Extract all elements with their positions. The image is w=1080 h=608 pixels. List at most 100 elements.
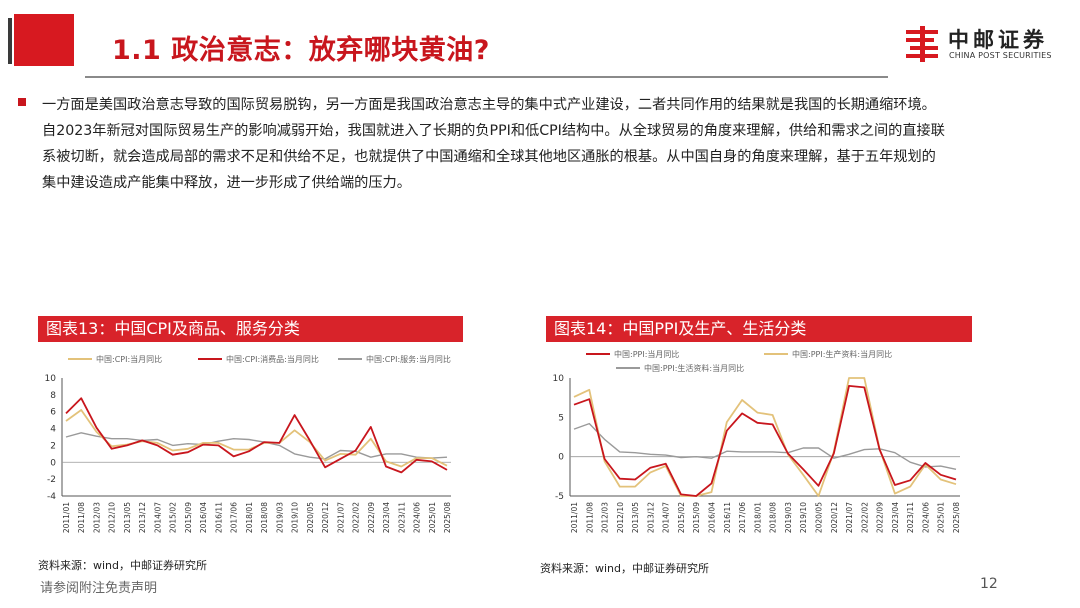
bullet-marker xyxy=(18,98,26,106)
x-tick-label: 2012/03 xyxy=(601,502,610,533)
series-line xyxy=(573,422,957,470)
x-tick-label: 2015/09 xyxy=(692,502,701,533)
x-tick-label: 2020/05 xyxy=(306,502,315,533)
legend-label: 中国:CPI:消费品:当月同比 xyxy=(226,354,319,364)
x-tick-label: 2020/05 xyxy=(814,502,823,533)
brand-name-en: CHINA POST SECURITIES xyxy=(949,51,1052,60)
x-tick-label: 2024/06 xyxy=(921,502,930,533)
x-tick-label: 2020/12 xyxy=(830,502,839,533)
x-tick-label: 2023/11 xyxy=(397,502,406,533)
chart-14-source: 资料来源：wind，中邮证券研究所 xyxy=(540,562,710,575)
x-tick-label: 2017/06 xyxy=(738,502,747,533)
paragraph-line: 一方面是美国政治意志导致的国际贸易脱钩，另一方面是我国政治意志主导的集中式产业建… xyxy=(42,97,936,113)
paragraph-line: 系被切断，就会造成局部的需求不足和供给不足，也就提供了中国通缩和全球其他地区通胀… xyxy=(42,149,936,165)
chart-13-title: 图表13：中国CPI及商品、服务分类 xyxy=(38,316,463,342)
x-tick-label: 2013/12 xyxy=(138,502,147,533)
legend-item: 中国:CPI:消费品:当月同比 xyxy=(198,354,319,364)
x-tick-label: 2018/01 xyxy=(753,502,762,533)
x-tick-label: 2021/07 xyxy=(336,502,345,533)
x-tick-label: 2019/03 xyxy=(784,502,793,533)
x-tick-label: 2023/11 xyxy=(906,502,915,533)
brand-name-cn: 中邮证券 xyxy=(948,28,1048,52)
x-tick-label: 2023/04 xyxy=(382,502,391,533)
series-line xyxy=(573,377,957,497)
y-tick-label: 0 xyxy=(558,453,564,463)
x-tick-label: 2018/08 xyxy=(769,502,778,533)
series-line xyxy=(65,397,448,474)
x-tick-label: 2013/12 xyxy=(646,502,655,533)
china-post-logo-icon xyxy=(906,26,938,62)
body-paragraph: 一方面是美国政治意志导致的国际贸易脱钩，另一方面是我国政治意志主导的集中式产业建… xyxy=(42,92,1062,196)
page-number: 12 xyxy=(980,576,998,592)
y-tick-label: 10 xyxy=(45,374,57,384)
corner-accent-bar xyxy=(8,18,12,64)
legend-item: 中国:PPI:生产资料:当月同比 xyxy=(764,349,892,359)
x-tick-label: 2021/07 xyxy=(845,502,854,533)
x-tick-label: 2016/04 xyxy=(708,502,717,533)
y-tick-label: -2 xyxy=(47,475,56,485)
legend-item: 中国:PPI:当月同比 xyxy=(586,349,679,359)
y-tick-label: 10 xyxy=(553,374,565,384)
brand-logo: 中邮证券 CHINA POST SECURITIES xyxy=(902,22,1072,66)
legend-item: 中国:PPI:生活资料:当月同比 xyxy=(616,363,744,373)
y-tick-label: 4 xyxy=(50,425,56,435)
x-tick-label: 2024/06 xyxy=(413,502,422,533)
x-tick-label: 2018/08 xyxy=(260,502,269,533)
corner-red-block xyxy=(14,14,74,66)
x-tick-label: 2015/09 xyxy=(184,502,193,533)
y-tick-label: -5 xyxy=(555,492,564,502)
legend-label: 中国:PPI:生活资料:当月同比 xyxy=(644,363,744,373)
legend-label: 中国:PPI:当月同比 xyxy=(614,349,679,359)
x-tick-label: 2012/10 xyxy=(616,502,625,533)
series-line xyxy=(573,385,957,497)
legend-label: 中国:CPI:当月同比 xyxy=(96,354,162,364)
x-tick-label: 2019/03 xyxy=(275,502,284,533)
x-tick-label: 2014/07 xyxy=(153,502,162,533)
x-tick-label: 2015/02 xyxy=(677,502,686,533)
x-tick-label: 2022/09 xyxy=(876,502,885,533)
legend-item: 中国:CPI:服务:当月同比 xyxy=(338,354,451,364)
chart-13: 中国:CPI:当月同比 中国:CPI:消费品:当月同比 中国:CPI:服务:当月同比… xyxy=(38,342,463,554)
x-tick-label: 2015/02 xyxy=(169,502,178,533)
chart-svg: 中国:PPI:当月同比 中国:PPI:生产资料:当月同比中国:PPI:生活资料:当… xyxy=(553,349,961,533)
x-tick-label: 2012/03 xyxy=(92,502,101,533)
legend-item: 中国:CPI:当月同比 xyxy=(68,354,162,364)
x-tick-label: 2012/10 xyxy=(108,502,117,533)
legend-label: 中国:CPI:服务:当月同比 xyxy=(366,354,451,364)
y-tick-label: 6 xyxy=(50,408,56,418)
x-tick-label: 2025/08 xyxy=(443,502,452,533)
y-tick-label: -4 xyxy=(47,492,56,502)
x-tick-label: 2023/04 xyxy=(891,502,900,533)
paragraph-line: 自2023年新冠对国际贸易生产的影响减弱开始，我国就进入了长期的负PPI和低CP… xyxy=(42,123,945,139)
title-divider xyxy=(85,76,888,78)
x-tick-label: 2016/04 xyxy=(199,502,208,533)
x-tick-label: 2022/02 xyxy=(352,502,361,533)
x-tick-label: 2014/07 xyxy=(662,502,671,533)
x-tick-label: 2025/01 xyxy=(428,502,437,533)
x-tick-label: 2013/05 xyxy=(631,502,640,533)
chart-13-source: 资料来源：wind，中邮证券研究所 xyxy=(38,559,208,572)
x-tick-label: 2019/10 xyxy=(799,502,808,533)
y-tick-label: 0 xyxy=(50,458,56,468)
x-tick-label: 2020/12 xyxy=(321,502,330,533)
x-tick-label: 2022/02 xyxy=(860,502,869,533)
x-tick-label: 2013/05 xyxy=(123,502,132,533)
y-tick-label: 5 xyxy=(558,413,564,423)
y-tick-label: 8 xyxy=(50,391,56,401)
series-line xyxy=(65,432,448,460)
legend-label: 中国:PPI:生产资料:当月同比 xyxy=(792,349,892,359)
x-tick-label: 2011/01 xyxy=(62,502,71,533)
y-tick-label: 2 xyxy=(50,441,56,451)
slide-title: 1.1 政治意志：放弃哪块黄油? xyxy=(112,35,490,66)
chart-14: 中国:PPI:当月同比 中国:PPI:生产资料:当月同比中国:PPI:生活资料:当… xyxy=(546,342,972,554)
chart-14-title: 图表14：中国PPI及生产、生活分类 xyxy=(546,316,972,342)
x-tick-label: 2025/08 xyxy=(952,502,961,533)
disclaimer-text: 请参阅附注免责声明 xyxy=(40,581,158,596)
x-tick-label: 2011/01 xyxy=(570,502,579,533)
x-tick-label: 2022/09 xyxy=(367,502,376,533)
chart-svg: 中国:CPI:当月同比 中国:CPI:消费品:当月同比 中国:CPI:服务:当月同比… xyxy=(45,354,452,533)
x-tick-label: 2011/08 xyxy=(77,502,86,533)
x-tick-label: 2016/11 xyxy=(723,502,732,533)
x-tick-label: 2011/08 xyxy=(585,502,594,533)
x-tick-label: 2016/11 xyxy=(214,502,223,533)
